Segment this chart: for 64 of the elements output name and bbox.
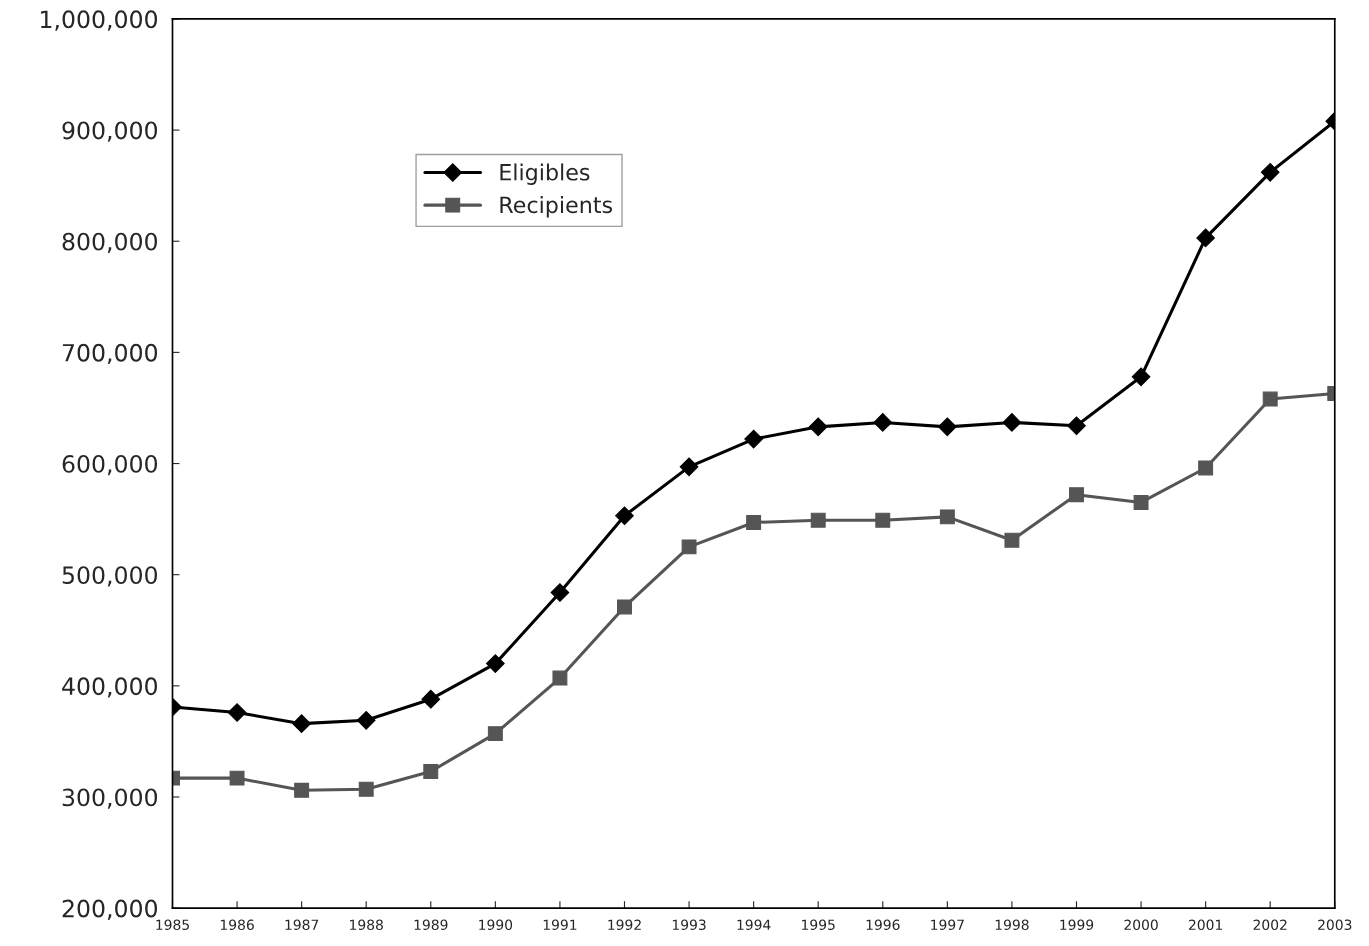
y-tick-label: 900,000 [62,121,158,142]
point [679,457,699,477]
point [875,512,891,528]
x-tick-label: 1989 [414,919,448,931]
x-tick-label: 1998 [995,919,1029,931]
point [1004,532,1020,548]
point [873,413,893,432]
y-tick-label: 500,000 [62,566,158,587]
x-tick-label: 1995 [802,919,835,931]
x-tick-label: 1996 [866,919,900,931]
point [229,770,245,786]
legend-label: Recipients [500,196,613,218]
point [1262,391,1278,407]
x-tick-label: 1990 [479,919,513,931]
point [1131,367,1151,387]
x-tick-label: 1985 [156,919,189,931]
point [423,763,439,779]
point [292,714,311,733]
point [1133,494,1149,510]
point [617,599,632,615]
x-tick-label: 2000 [1124,919,1158,931]
y-tick-label: 300,000 [62,788,158,809]
point [939,509,955,525]
point [552,670,568,686]
x-tick-label: 2002 [1253,919,1287,931]
point [808,417,828,437]
point [1069,487,1084,503]
legend-label: Eligibles [500,163,590,185]
point [1002,413,1022,432]
x-tick-label: 1987 [285,919,319,931]
y-tick-label: 200,000 [62,899,158,920]
point [294,782,310,798]
y-tick-label: 600,000 [62,454,158,476]
y-tick-label: 1,000,000 [41,10,158,31]
x-tick-label: 1994 [737,919,771,931]
x-tick-label: 1997 [931,919,964,931]
point [487,726,503,742]
x-tick-label: 1993 [672,919,706,931]
y-tick-label: 800,000 [62,232,158,253]
y-tick-label: 400,000 [62,677,158,698]
point [1198,460,1214,476]
point [810,512,826,528]
point [227,703,247,722]
x-tick-label: 2001 [1188,919,1223,931]
point [550,583,570,602]
point [421,689,441,709]
point [937,417,957,437]
point [681,539,697,555]
point [358,781,374,797]
point [1196,228,1215,248]
x-tick-label: 1988 [350,919,383,931]
x-tick-label: 1992 [608,919,641,931]
point [356,710,376,730]
x-tick-label: 1991 [543,919,577,931]
y-tick-label: 700,000 [62,343,158,365]
point [1260,162,1280,182]
x-tick-label: 1986 [220,919,254,931]
point [1067,416,1086,436]
point [744,429,763,449]
x-tick-label: 1999 [1060,919,1094,931]
point [746,514,762,530]
x-tick-label: 2003 [1318,919,1352,931]
point [485,654,505,673]
point [615,506,634,526]
